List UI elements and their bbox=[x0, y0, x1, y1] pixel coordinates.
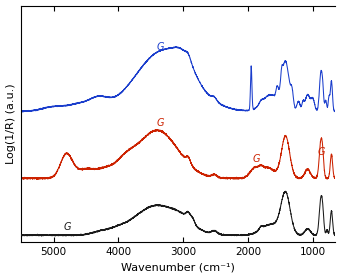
Text: G: G bbox=[157, 42, 164, 52]
Text: G: G bbox=[253, 154, 260, 164]
Y-axis label: Log(1/R) (a.u.): Log(1/R) (a.u.) bbox=[5, 83, 16, 164]
Text: G: G bbox=[64, 222, 72, 232]
Text: G: G bbox=[317, 147, 325, 157]
Text: G: G bbox=[157, 118, 164, 128]
X-axis label: Wavenumber (cm⁻¹): Wavenumber (cm⁻¹) bbox=[121, 262, 235, 272]
